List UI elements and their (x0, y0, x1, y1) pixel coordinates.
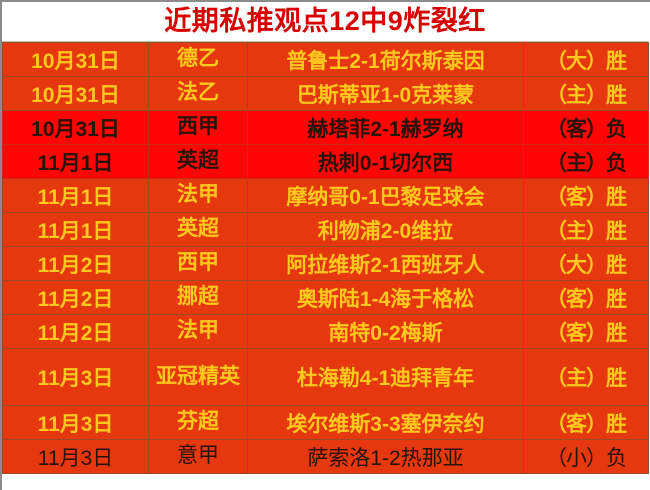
cell-league: 西甲 (148, 246, 248, 281)
table-row: 11月3日 意甲 萨索洛1-2热那亚 （小）负 (2, 439, 649, 474)
cell-match: 摩纳哥0-1巴黎足球会 (247, 178, 524, 213)
cell-league: 挪超 (148, 280, 248, 315)
cell-league: 芬超 (148, 405, 248, 440)
cell-league: 法乙 (148, 76, 248, 111)
cell-match: 杜海勒4-1迪拜青年 (247, 348, 524, 406)
results-table: 10月31日 德乙 普鲁士2-1荷尔斯泰因 （大）胜 10月31日 法乙 巴斯蒂亚1-0克莱… (2, 42, 649, 474)
cell-result: （客）胜 (523, 280, 649, 315)
table-row: 11月2日 西甲 阿拉维斯2-1西班牙人 （大）胜 (2, 246, 649, 281)
table-row: 11月3日 芬超 埃尔维斯3-3塞伊奈约 （客）胜 (2, 405, 649, 440)
cell-result: （客）胜 (523, 314, 649, 349)
cell-date: 11月1日 (2, 212, 149, 247)
cell-date: 10月31日 (2, 110, 149, 145)
cell-result: （客）负 (523, 110, 649, 145)
cell-league: 法甲 (148, 178, 248, 213)
cell-league: 西甲 (148, 110, 248, 145)
cell-league: 英超 (148, 212, 248, 247)
results-table-body: 10月31日 德乙 普鲁士2-1荷尔斯泰因 （大）胜 10月31日 法乙 巴斯蒂亚1-0克莱… (2, 42, 649, 474)
table-row: 10月31日 西甲 赫塔菲2-1赫罗纳 （客）负 (2, 110, 649, 145)
table-row: 10月31日 德乙 普鲁士2-1荷尔斯泰因 （大）胜 (2, 42, 649, 77)
cell-result: （大）胜 (523, 246, 649, 281)
cell-result: （大）胜 (523, 42, 649, 77)
cell-league: 亚冠精英 (148, 348, 248, 406)
cell-date: 10月31日 (2, 42, 149, 77)
table-row: 11月1日 法甲 摩纳哥0-1巴黎足球会 （客）胜 (2, 178, 649, 213)
cell-league: 英超 (148, 144, 248, 179)
cell-match: 赫塔菲2-1赫罗纳 (247, 110, 524, 145)
title-banner: 近期私推观点12中9炸裂红 (2, 2, 648, 42)
cell-result: （主）负 (523, 144, 649, 179)
cell-date: 11月3日 (2, 405, 149, 440)
cell-date: 11月1日 (2, 178, 149, 213)
cell-match: 萨索洛1-2热那亚 (247, 439, 524, 474)
cell-date: 11月2日 (2, 314, 149, 349)
cell-match: 奥斯陆1-4海于格松 (247, 280, 524, 315)
cell-result: （小）负 (523, 439, 649, 474)
cell-match: 阿拉维斯2-1西班牙人 (247, 246, 524, 281)
cell-league: 意甲 (148, 439, 248, 474)
cell-league: 法甲 (148, 314, 248, 349)
table-row: 11月2日 法甲 南特0-2梅斯 （客）胜 (2, 314, 649, 349)
table-row: 11月3日 亚冠精英 杜海勒4-1迪拜青年 （主）胜 (2, 348, 649, 406)
cell-date: 11月3日 (2, 439, 149, 474)
cell-league: 德乙 (148, 42, 248, 77)
cell-result: （主）胜 (523, 76, 649, 111)
cell-date: 11月3日 (2, 348, 149, 406)
cell-date: 11月2日 (2, 246, 149, 281)
cell-match: 利物浦2-0维拉 (247, 212, 524, 247)
cell-match: 南特0-2梅斯 (247, 314, 524, 349)
cell-result: （客）胜 (523, 405, 649, 440)
table-row: 11月1日 英超 热刺0-1切尔西 （主）负 (2, 144, 649, 179)
cell-result: （主）胜 (523, 348, 649, 406)
table-row: 11月1日 英超 利物浦2-0维拉 （主）胜 (2, 212, 649, 247)
page-title: 近期私推观点12中9炸裂红 (164, 6, 486, 36)
cell-date: 11月1日 (2, 144, 149, 179)
cell-result: （主）胜 (523, 212, 649, 247)
cell-date: 10月31日 (2, 76, 149, 111)
cell-match: 巴斯蒂亚1-0克莱蒙 (247, 76, 524, 111)
table-row: 10月31日 法乙 巴斯蒂亚1-0克莱蒙 （主）胜 (2, 76, 649, 111)
cell-match: 普鲁士2-1荷尔斯泰因 (247, 42, 524, 77)
table-row: 11月2日 挪超 奥斯陆1-4海于格松 （客）胜 (2, 280, 649, 315)
cell-match: 热刺0-1切尔西 (247, 144, 524, 179)
cell-result: （客）胜 (523, 178, 649, 213)
cell-date: 11月2日 (2, 280, 149, 315)
cell-match: 埃尔维斯3-3塞伊奈约 (247, 405, 524, 440)
